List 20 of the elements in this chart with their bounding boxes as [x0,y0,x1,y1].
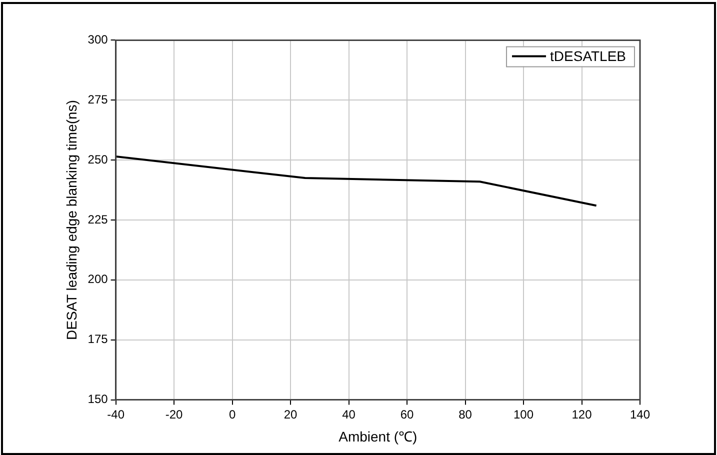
y-tick-label: 250 [88,152,108,166]
y-tick-label: 300 [88,32,108,47]
x-tick-label: 60 [400,407,414,422]
legend-label: tDESATLEB [550,48,626,64]
x-tick-label: -20 [165,407,184,422]
x-tick-label: 120 [572,407,592,422]
y-tick-label: 225 [88,212,108,226]
x-axis-title: Ambient (℃) [338,428,418,444]
x-tick-label: 140 [630,407,650,422]
y-tick-label: 150 [88,392,108,406]
x-tick-label: 100 [514,407,534,422]
x-tick-label: -40 [107,407,125,422]
y-tick-label: 275 [88,92,108,106]
x-tick-label: 40 [342,407,356,422]
y-axis-title: DESAT leading edge blanking time(ns) [63,100,80,340]
x-tick-label: 0 [228,407,236,422]
x-tick-label: 80 [458,407,472,422]
y-tick-label: 175 [88,332,108,346]
x-tick-label: 20 [284,407,298,422]
y-tick-label: 200 [88,272,108,286]
